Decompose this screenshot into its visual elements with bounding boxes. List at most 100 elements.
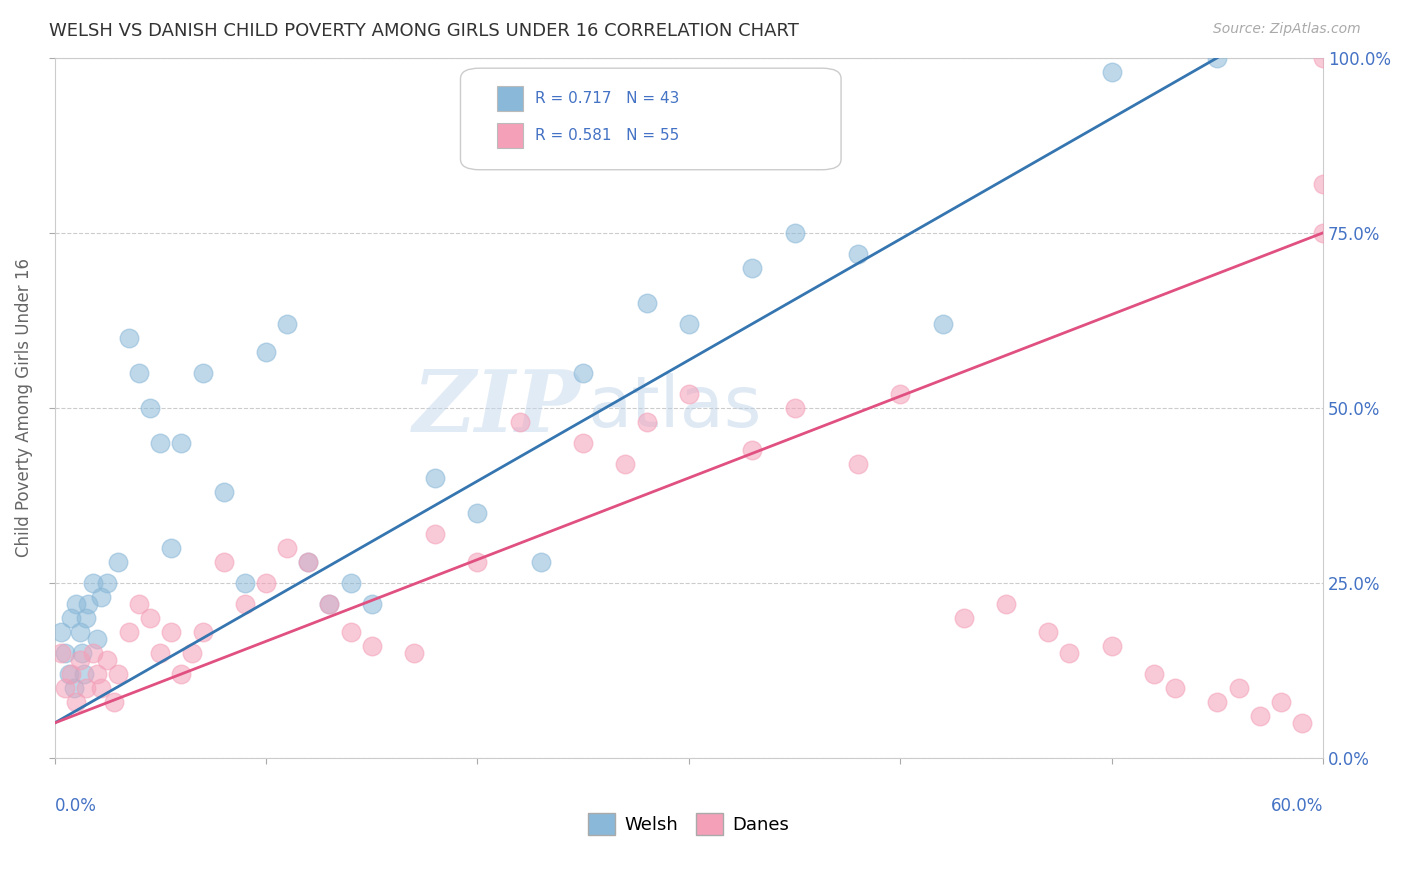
Point	[1270, 695, 1292, 709]
Point	[360, 597, 382, 611]
Point	[86, 632, 108, 646]
Point	[138, 611, 160, 625]
Point	[1038, 624, 1060, 639]
Point	[1206, 695, 1229, 709]
Point	[1249, 709, 1271, 723]
Point	[636, 415, 658, 429]
Point	[77, 597, 100, 611]
Point	[73, 667, 96, 681]
Point	[636, 295, 658, 310]
Point	[1312, 177, 1334, 191]
Point	[931, 317, 953, 331]
Point	[952, 611, 974, 625]
Text: R = 0.581   N = 55: R = 0.581 N = 55	[536, 128, 679, 143]
Legend: Welsh, Danes: Welsh, Danes	[581, 805, 797, 842]
FancyBboxPatch shape	[461, 68, 841, 169]
Text: atlas: atlas	[588, 374, 762, 442]
Point	[1101, 64, 1123, 78]
Point	[60, 667, 83, 681]
Point	[82, 576, 104, 591]
Point	[783, 226, 806, 240]
Point	[70, 646, 93, 660]
Point	[276, 317, 298, 331]
Point	[678, 387, 700, 401]
Point	[741, 442, 763, 457]
Point	[741, 260, 763, 275]
Text: ZIP: ZIP	[413, 366, 581, 450]
Point	[65, 597, 87, 611]
Point	[1164, 681, 1187, 695]
Bar	[498, 86, 523, 111]
Text: 0.0%: 0.0%	[55, 797, 97, 814]
Point	[60, 611, 83, 625]
Point	[423, 527, 446, 541]
Point	[96, 576, 118, 591]
Point	[117, 624, 139, 639]
Point	[509, 415, 531, 429]
Point	[149, 646, 172, 660]
Point	[96, 653, 118, 667]
Point	[181, 646, 204, 660]
Bar	[498, 123, 523, 148]
Text: 60.0%: 60.0%	[1271, 797, 1323, 814]
Point	[1206, 51, 1229, 65]
Point	[402, 646, 425, 660]
Point	[69, 624, 91, 639]
Point	[1059, 646, 1081, 660]
Point	[62, 681, 84, 695]
Point	[69, 653, 91, 667]
Point	[276, 541, 298, 555]
Point	[1291, 716, 1313, 731]
Point	[75, 681, 97, 695]
Point	[297, 555, 319, 569]
Point	[254, 344, 277, 359]
Point	[103, 695, 125, 709]
Point	[117, 331, 139, 345]
Point	[128, 366, 150, 380]
Point	[889, 387, 911, 401]
Point	[138, 401, 160, 415]
Point	[572, 436, 595, 450]
Point	[572, 366, 595, 380]
Point	[233, 597, 256, 611]
Point	[86, 667, 108, 681]
Point	[159, 541, 181, 555]
Y-axis label: Child Poverty Among Girls Under 16: Child Poverty Among Girls Under 16	[15, 259, 32, 558]
Point	[49, 646, 72, 660]
Point	[994, 597, 1017, 611]
Point	[75, 611, 97, 625]
Point	[467, 506, 489, 520]
Point	[191, 624, 214, 639]
Text: Source: ZipAtlas.com: Source: ZipAtlas.com	[1213, 22, 1361, 37]
Point	[170, 667, 193, 681]
Point	[212, 555, 235, 569]
Point	[254, 576, 277, 591]
Point	[846, 247, 869, 261]
Point	[318, 597, 340, 611]
Point	[318, 597, 340, 611]
Point	[65, 695, 87, 709]
Text: R = 0.717   N = 43: R = 0.717 N = 43	[536, 91, 679, 106]
Point	[53, 681, 76, 695]
Point	[783, 401, 806, 415]
Point	[107, 555, 129, 569]
Point	[233, 576, 256, 591]
Point	[128, 597, 150, 611]
Point	[678, 317, 700, 331]
Point	[90, 681, 112, 695]
Point	[1101, 639, 1123, 653]
Point	[53, 646, 76, 660]
Point	[423, 471, 446, 485]
Point	[58, 667, 80, 681]
Point	[360, 639, 382, 653]
Point	[212, 484, 235, 499]
Point	[846, 457, 869, 471]
Point	[1312, 51, 1334, 65]
Point	[49, 624, 72, 639]
Point	[107, 667, 129, 681]
Point	[90, 590, 112, 604]
Point	[339, 624, 361, 639]
Point	[530, 555, 553, 569]
Point	[159, 624, 181, 639]
Point	[297, 555, 319, 569]
